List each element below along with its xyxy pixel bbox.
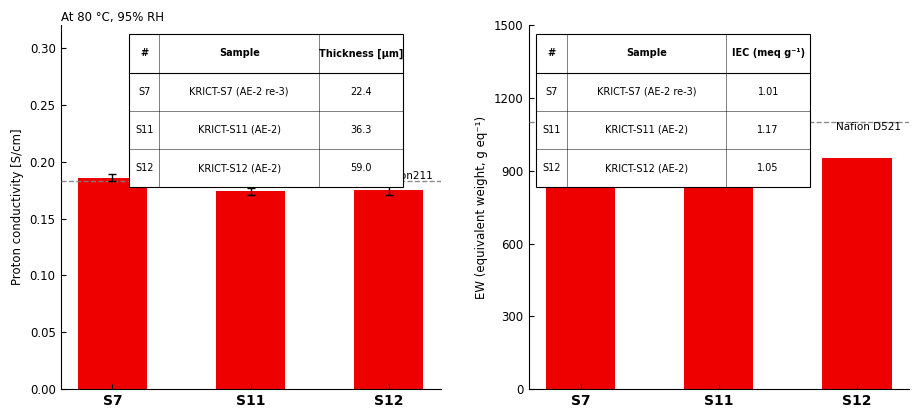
Bar — [536, 34, 809, 187]
Text: S11: S11 — [135, 125, 153, 135]
Text: 59.0: 59.0 — [350, 163, 371, 173]
Text: S12: S12 — [135, 163, 153, 173]
Text: IEC (meq g⁻¹): IEC (meq g⁻¹) — [731, 49, 804, 59]
Y-axis label: Proton conductivity [S/cm]: Proton conductivity [S/cm] — [11, 129, 24, 285]
Text: #: # — [140, 49, 148, 59]
Text: Thickness [μm]: Thickness [μm] — [318, 48, 403, 59]
Text: At 80 °C, 95% RH: At 80 °C, 95% RH — [61, 11, 164, 24]
Text: S11: S11 — [541, 125, 560, 135]
Bar — [822, 158, 891, 389]
Bar — [216, 191, 285, 389]
Text: KRICT-S11 (AE-2): KRICT-S11 (AE-2) — [198, 125, 280, 135]
Text: 36.3: 36.3 — [350, 125, 371, 135]
Text: 22.4: 22.4 — [350, 87, 371, 97]
Text: S7: S7 — [138, 87, 150, 97]
Bar — [545, 147, 615, 389]
Bar — [354, 190, 423, 389]
Text: KRICT-S12 (AE-2): KRICT-S12 (AE-2) — [605, 163, 687, 173]
Bar — [684, 182, 753, 389]
Text: #: # — [547, 49, 555, 59]
Text: KRICT-S12 (AE-2): KRICT-S12 (AE-2) — [198, 163, 280, 173]
Bar — [129, 34, 403, 187]
Text: Nafion D521: Nafion D521 — [835, 122, 901, 132]
Text: S7: S7 — [545, 87, 557, 97]
Text: Nafion211: Nafion211 — [379, 171, 433, 181]
Text: KRICT-S7 (AE-2 re-3): KRICT-S7 (AE-2 re-3) — [596, 87, 696, 97]
Text: Sample: Sample — [219, 49, 259, 59]
Text: Sample: Sample — [626, 49, 666, 59]
Text: 1.01: 1.01 — [756, 87, 778, 97]
Text: 1.05: 1.05 — [756, 163, 778, 173]
Text: S12: S12 — [541, 163, 560, 173]
Text: 1.17: 1.17 — [756, 125, 778, 135]
Y-axis label: EW (equivalent weight, g eq⁻¹): EW (equivalent weight, g eq⁻¹) — [475, 116, 488, 299]
Bar — [78, 178, 147, 389]
Text: KRICT-S7 (AE-2 re-3): KRICT-S7 (AE-2 re-3) — [189, 87, 289, 97]
Text: KRICT-S11 (AE-2): KRICT-S11 (AE-2) — [605, 125, 687, 135]
